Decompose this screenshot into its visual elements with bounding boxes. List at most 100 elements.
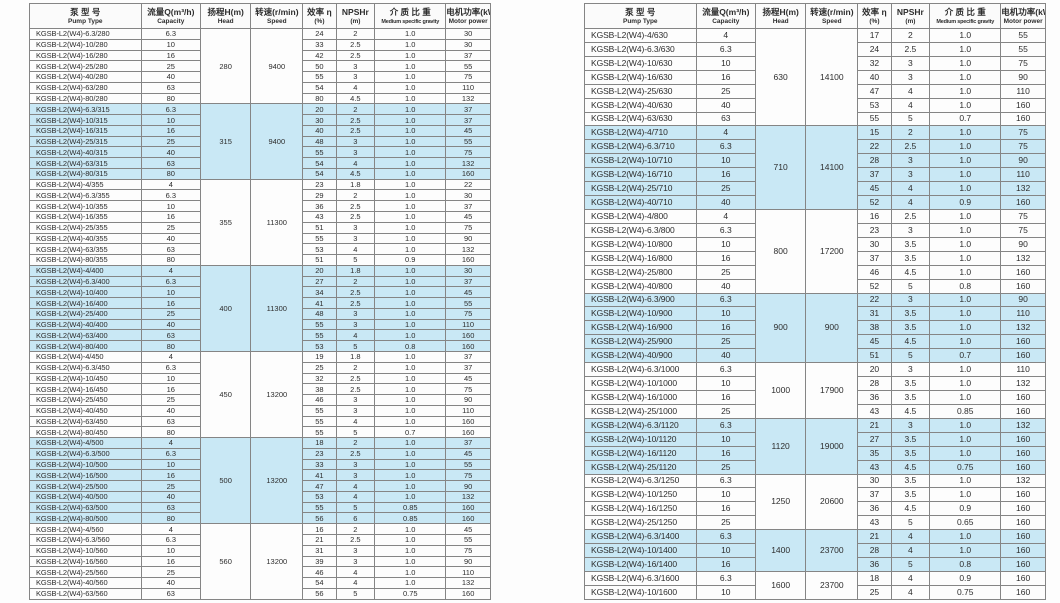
- table-row: KGSB-L2(W4)-10/1250 10 37 3.5 1.0 160: [584, 487, 1046, 503]
- efficiency-cell: 28: [857, 376, 892, 391]
- column-header-specific-gravity: 介 质 比 重 Medium specific gravity: [929, 3, 1002, 29]
- table-row: KGSB-L2(W4)-16/355 16 43 2.5 1.0 45: [29, 211, 491, 223]
- capacity-cell: 25: [695, 334, 757, 350]
- table-row: KGSB-L2(W4)-6.3/710 6.3 22 2.5 1.0 75: [584, 139, 1046, 155]
- motor-power-cell: 55: [1000, 41, 1046, 57]
- npshr-cell: 2.5: [335, 211, 376, 223]
- table-row: KGSB-L2(W4)-4/560 4 560 13200 16 2 1.0 45: [29, 523, 491, 600]
- capacity-cell: 10: [140, 38, 202, 51]
- motor-power-cell: 37: [445, 361, 491, 374]
- capacity-cell: 40: [140, 146, 202, 159]
- pump-model-cell: KGSB-L2(W4)-40/800: [584, 278, 697, 294]
- table-row: KGSB-L2(W4)-16/400 16 41 2.5 1.0 55: [29, 297, 491, 309]
- column-header-en: Speed: [267, 17, 287, 25]
- table-row: KGSB-L2(W4)-40/450 40 55 3 1.0 110: [29, 404, 491, 417]
- capacity-cell: 40: [140, 490, 202, 503]
- motor-power-cell: 160: [445, 587, 491, 601]
- capacity-cell: 4: [140, 523, 202, 535]
- table-row: KGSB-L2(W4)-4/800 4 800 17200 16 2.5 1.0 75: [584, 208, 1046, 294]
- efficiency-cell: 51: [302, 254, 337, 266]
- capacity-cell: 16: [695, 320, 757, 336]
- gravity-cell: 1.0: [374, 135, 447, 148]
- capacity-cell: 25: [695, 83, 757, 99]
- npshr-cell: 1.8: [335, 350, 376, 363]
- npshr-cell: 5: [335, 501, 376, 514]
- table-row: KGSB-L2(W4)-80/355 80 51 5 0.9 160: [29, 254, 491, 266]
- column-header-capacity: 流量Q(m³/h) Capacity: [695, 3, 757, 29]
- gravity-cell: 1.0: [374, 394, 447, 406]
- motor-power-cell: 37: [445, 437, 491, 449]
- table-row: KGSB-L2(W4)-25/400 25 48 3 1.0 75: [29, 307, 491, 320]
- gravity-cell: 1.0: [374, 480, 447, 492]
- capacity-cell: 6.3: [140, 28, 202, 40]
- gravity-cell: 1.0: [929, 55, 1002, 71]
- pump-model-cell: KGSB-L2(W4)-16/280: [29, 49, 142, 62]
- capacity-cell: 6.3: [140, 275, 202, 288]
- speed-cell: 23700: [805, 529, 859, 572]
- gravity-cell: 0.7: [929, 348, 1002, 364]
- motor-power-cell: 160: [1000, 403, 1046, 419]
- npshr-cell: 4.5: [890, 334, 931, 350]
- npshr-cell: 5: [335, 254, 376, 266]
- table-row: KGSB-L2(W4)-40/280 40 55 3 1.0 75: [29, 71, 491, 83]
- motor-power-cell: 160: [1000, 570, 1046, 586]
- gravity-cell: 1.0: [374, 318, 447, 331]
- npshr-cell: 3: [335, 307, 376, 320]
- gravity-cell: 1.0: [374, 361, 447, 374]
- capacity-cell: 4: [695, 28, 757, 43]
- gravity-cell: 1.0: [929, 445, 1002, 461]
- head-cell: 1250: [755, 473, 807, 531]
- pump-model-cell: KGSB-L2(W4)-10/1250: [584, 487, 697, 503]
- motor-power-cell: 160: [1000, 334, 1046, 350]
- pump-model-cell: KGSB-L2(W4)-6.3/800: [584, 222, 697, 238]
- table-row: KGSB-L2(W4)-63/560 63 56 5 0.75 160: [29, 587, 491, 601]
- efficiency-cell: 16: [857, 208, 892, 224]
- head-cell: 1120: [755, 417, 807, 475]
- pump-model-cell: KGSB-L2(W4)-16/450: [29, 383, 142, 396]
- motor-power-cell: 75: [1000, 125, 1046, 141]
- gravity-cell: 1.0: [374, 189, 447, 202]
- head-cell: 710: [755, 125, 807, 210]
- npshr-cell: 4.5: [890, 403, 931, 419]
- pump-model-cell: KGSB-L2(W4)-16/400: [29, 297, 142, 309]
- table-row: KGSB-L2(W4)-25/1120 25 43 4.5 0.75 160: [584, 459, 1046, 475]
- motor-power-cell: 132: [1000, 376, 1046, 391]
- motor-power-cell: 55: [445, 297, 491, 309]
- motor-power-cell: 90: [1000, 236, 1046, 252]
- pump-model-cell: KGSB-L2(W4)-80/450: [29, 426, 142, 439]
- pump-model-cell: KGSB-L2(W4)-16/900: [584, 320, 697, 336]
- capacity-cell: 16: [140, 211, 202, 223]
- table-row: KGSB-L2(W4)-6.3/315 6.3 315 9400 20 2 1.0 37: [29, 103, 491, 180]
- gravity-cell: 1.0: [929, 222, 1002, 238]
- motor-power-cell: 132: [445, 157, 491, 169]
- table-row: KGSB-L2(W4)-25/1000 25 43 4.5 0.85 160: [584, 403, 1046, 419]
- capacity-cell: 63: [140, 415, 202, 428]
- speed-cell: 13200: [250, 437, 304, 525]
- gravity-cell: 1.0: [374, 71, 447, 83]
- head-cell: 560: [200, 523, 252, 600]
- column-header-speed: 转速(r/min) Speed: [250, 3, 304, 29]
- gravity-cell: 1.0: [374, 232, 447, 245]
- motor-power-cell: 160: [1000, 389, 1046, 405]
- column-header-zh: 扬程H(m): [207, 6, 244, 17]
- motor-power-cell: 110: [1000, 362, 1046, 378]
- table-row: KGSB-L2(W4)-16/315 16 40 2.5 1.0 45: [29, 124, 491, 137]
- capacity-cell: 10: [695, 306, 757, 322]
- efficiency-cell: 55: [302, 404, 337, 417]
- capacity-cell: 40: [140, 232, 202, 245]
- efficiency-cell: 56: [302, 512, 337, 525]
- table-row: KGSB-L2(W4)-10/800 10 30 3.5 1.0 90: [584, 236, 1046, 252]
- table-row: KGSB-L2(W4)-80/315 80 54 4.5 1.0 160: [29, 167, 491, 180]
- npshr-cell: 3: [335, 555, 376, 568]
- gravity-cell: 1.0: [929, 487, 1002, 503]
- table-row: KGSB-L2(W4)-10/1000 10 28 3.5 1.0 132: [584, 376, 1046, 391]
- pump-model-cell: KGSB-L2(W4)-4/710: [584, 125, 697, 141]
- capacity-cell: 80: [140, 512, 202, 525]
- motor-power-cell: 132: [1000, 250, 1046, 266]
- capacity-cell: 10: [695, 584, 757, 601]
- table-row: KGSB-L2(W4)-63/355 63 53 4 1.0 132: [29, 243, 491, 256]
- capacity-cell: 6.3: [695, 139, 757, 155]
- column-header-en: Pump Type: [623, 17, 658, 25]
- motor-power-cell: 160: [445, 329, 491, 342]
- npshr-cell: 1.8: [335, 264, 376, 277]
